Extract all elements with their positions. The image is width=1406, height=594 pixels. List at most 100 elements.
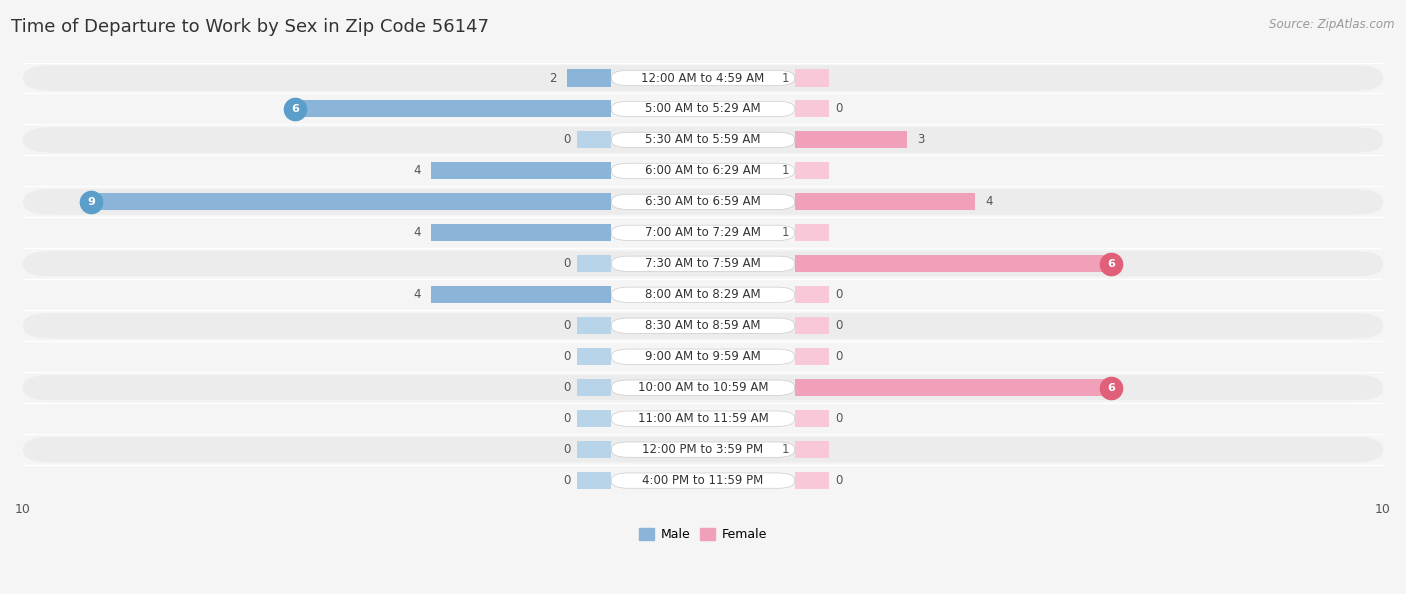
Bar bbox=[295, 100, 612, 118]
Text: 4: 4 bbox=[413, 288, 420, 301]
Text: 0: 0 bbox=[562, 350, 571, 363]
Text: 11:00 AM to 11:59 AM: 11:00 AM to 11:59 AM bbox=[638, 412, 768, 425]
Bar bbox=[794, 131, 907, 148]
FancyBboxPatch shape bbox=[612, 411, 794, 426]
Bar bbox=[794, 379, 1111, 396]
Text: 7:30 AM to 7:59 AM: 7:30 AM to 7:59 AM bbox=[645, 257, 761, 270]
Text: 12:00 AM to 4:59 AM: 12:00 AM to 4:59 AM bbox=[641, 71, 765, 84]
Bar bbox=[794, 348, 828, 365]
FancyBboxPatch shape bbox=[612, 102, 794, 116]
FancyBboxPatch shape bbox=[612, 349, 794, 364]
Bar bbox=[794, 410, 828, 427]
Bar bbox=[578, 131, 612, 148]
Bar bbox=[794, 162, 828, 179]
Bar bbox=[567, 69, 612, 87]
Text: 0: 0 bbox=[835, 288, 844, 301]
FancyBboxPatch shape bbox=[22, 189, 1384, 214]
Text: 0: 0 bbox=[562, 134, 571, 147]
Text: 6:00 AM to 6:29 AM: 6:00 AM to 6:29 AM bbox=[645, 165, 761, 178]
Text: 0: 0 bbox=[562, 412, 571, 425]
Bar bbox=[794, 441, 828, 458]
Text: 6:30 AM to 6:59 AM: 6:30 AM to 6:59 AM bbox=[645, 195, 761, 208]
Text: 10:00 AM to 10:59 AM: 10:00 AM to 10:59 AM bbox=[638, 381, 768, 394]
FancyBboxPatch shape bbox=[22, 251, 1384, 277]
Text: 4:00 PM to 11:59 PM: 4:00 PM to 11:59 PM bbox=[643, 474, 763, 487]
Text: 6: 6 bbox=[1107, 259, 1115, 269]
FancyBboxPatch shape bbox=[612, 225, 794, 241]
Text: 4: 4 bbox=[413, 226, 420, 239]
Text: 0: 0 bbox=[835, 103, 844, 115]
Text: 8:00 AM to 8:29 AM: 8:00 AM to 8:29 AM bbox=[645, 288, 761, 301]
Bar bbox=[432, 225, 612, 241]
Text: 5:30 AM to 5:59 AM: 5:30 AM to 5:59 AM bbox=[645, 134, 761, 147]
Text: 6: 6 bbox=[291, 104, 299, 114]
FancyBboxPatch shape bbox=[612, 163, 794, 179]
Text: 8:30 AM to 8:59 AM: 8:30 AM to 8:59 AM bbox=[645, 319, 761, 332]
Text: Source: ZipAtlas.com: Source: ZipAtlas.com bbox=[1270, 18, 1395, 31]
FancyBboxPatch shape bbox=[612, 70, 794, 86]
Bar bbox=[578, 472, 612, 489]
FancyBboxPatch shape bbox=[612, 132, 794, 147]
Bar bbox=[578, 255, 612, 272]
FancyBboxPatch shape bbox=[22, 468, 1384, 493]
Bar bbox=[794, 225, 828, 241]
Text: 0: 0 bbox=[562, 381, 571, 394]
Text: 0: 0 bbox=[562, 257, 571, 270]
Text: 0: 0 bbox=[835, 350, 844, 363]
Bar bbox=[794, 194, 974, 210]
Text: 1: 1 bbox=[782, 71, 789, 84]
Text: 0: 0 bbox=[835, 474, 844, 487]
FancyBboxPatch shape bbox=[612, 194, 794, 210]
FancyBboxPatch shape bbox=[612, 442, 794, 457]
Bar bbox=[794, 286, 828, 304]
Bar bbox=[794, 317, 828, 334]
FancyBboxPatch shape bbox=[22, 65, 1384, 91]
Text: 2: 2 bbox=[550, 71, 557, 84]
Bar bbox=[578, 410, 612, 427]
FancyBboxPatch shape bbox=[22, 344, 1384, 369]
Legend: Male, Female: Male, Female bbox=[634, 523, 772, 546]
Text: Time of Departure to Work by Sex in Zip Code 56147: Time of Departure to Work by Sex in Zip … bbox=[11, 18, 489, 36]
Bar bbox=[794, 255, 1111, 272]
Text: 12:00 PM to 3:59 PM: 12:00 PM to 3:59 PM bbox=[643, 443, 763, 456]
Text: 7:00 AM to 7:29 AM: 7:00 AM to 7:29 AM bbox=[645, 226, 761, 239]
Bar bbox=[578, 317, 612, 334]
FancyBboxPatch shape bbox=[22, 158, 1384, 184]
Bar bbox=[432, 162, 612, 179]
Text: 0: 0 bbox=[835, 412, 844, 425]
FancyBboxPatch shape bbox=[22, 375, 1384, 400]
Text: 9:00 AM to 9:59 AM: 9:00 AM to 9:59 AM bbox=[645, 350, 761, 363]
Bar bbox=[578, 348, 612, 365]
Text: 1: 1 bbox=[782, 226, 789, 239]
Bar bbox=[432, 286, 612, 304]
Text: 9: 9 bbox=[87, 197, 94, 207]
FancyBboxPatch shape bbox=[612, 287, 794, 302]
FancyBboxPatch shape bbox=[22, 313, 1384, 339]
FancyBboxPatch shape bbox=[612, 318, 794, 333]
Bar bbox=[794, 69, 828, 87]
Bar bbox=[794, 472, 828, 489]
FancyBboxPatch shape bbox=[22, 437, 1384, 462]
FancyBboxPatch shape bbox=[22, 220, 1384, 245]
Text: 4: 4 bbox=[413, 165, 420, 178]
Text: 0: 0 bbox=[562, 474, 571, 487]
FancyBboxPatch shape bbox=[22, 282, 1384, 308]
Text: 5:00 AM to 5:29 AM: 5:00 AM to 5:29 AM bbox=[645, 103, 761, 115]
Text: 6: 6 bbox=[1107, 383, 1115, 393]
FancyBboxPatch shape bbox=[22, 406, 1384, 431]
Text: 1: 1 bbox=[782, 443, 789, 456]
Text: 0: 0 bbox=[835, 319, 844, 332]
FancyBboxPatch shape bbox=[22, 127, 1384, 153]
FancyBboxPatch shape bbox=[612, 380, 794, 396]
Text: 4: 4 bbox=[986, 195, 993, 208]
FancyBboxPatch shape bbox=[22, 96, 1384, 122]
Bar bbox=[578, 441, 612, 458]
Bar bbox=[578, 379, 612, 396]
FancyBboxPatch shape bbox=[612, 256, 794, 271]
Text: 1: 1 bbox=[782, 165, 789, 178]
Text: 0: 0 bbox=[562, 319, 571, 332]
Bar bbox=[794, 100, 828, 118]
Text: 3: 3 bbox=[917, 134, 925, 147]
FancyBboxPatch shape bbox=[612, 473, 794, 488]
Bar bbox=[91, 194, 612, 210]
